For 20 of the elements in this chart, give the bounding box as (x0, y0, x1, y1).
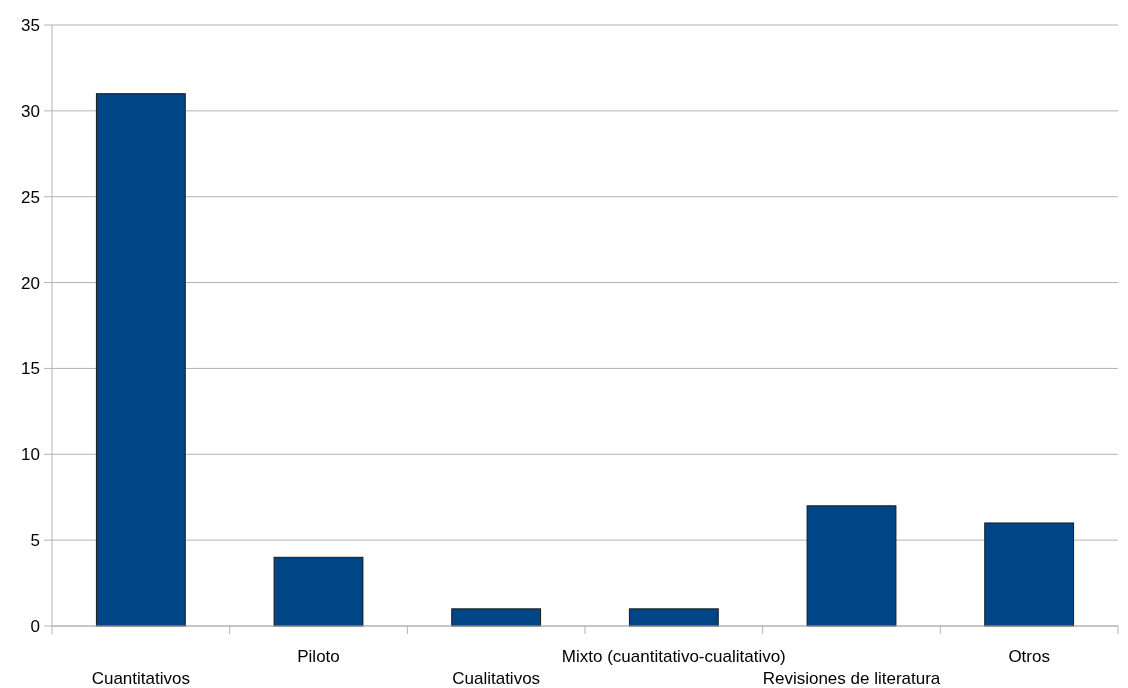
bar (273, 556, 364, 627)
x-tick-label: Revisiones de literatura (762, 669, 941, 688)
y-tick-label: 35 (21, 15, 40, 35)
x-tick-label: Otros (1008, 647, 1050, 666)
bar (628, 608, 719, 627)
x-tick-label: Piloto (297, 647, 340, 666)
y-tick-label: 5 (30, 531, 40, 551)
y-tick-label: 25 (21, 187, 40, 207)
y-tick-label: 30 (21, 101, 40, 121)
bar (806, 505, 897, 627)
x-tick-label: Cuantitativos (91, 669, 190, 688)
y-tick-label: 0 (30, 616, 40, 636)
bar (984, 522, 1075, 627)
bar (95, 93, 186, 627)
x-tick-label: Mixto (cuantitativo-cualitativo) (561, 647, 786, 666)
x-tick-label: Cualitativos (452, 669, 541, 688)
y-tick-label: 15 (21, 359, 40, 379)
y-tick-label: 20 (21, 273, 40, 293)
y-tick-label: 10 (21, 445, 40, 465)
bar (451, 608, 542, 627)
